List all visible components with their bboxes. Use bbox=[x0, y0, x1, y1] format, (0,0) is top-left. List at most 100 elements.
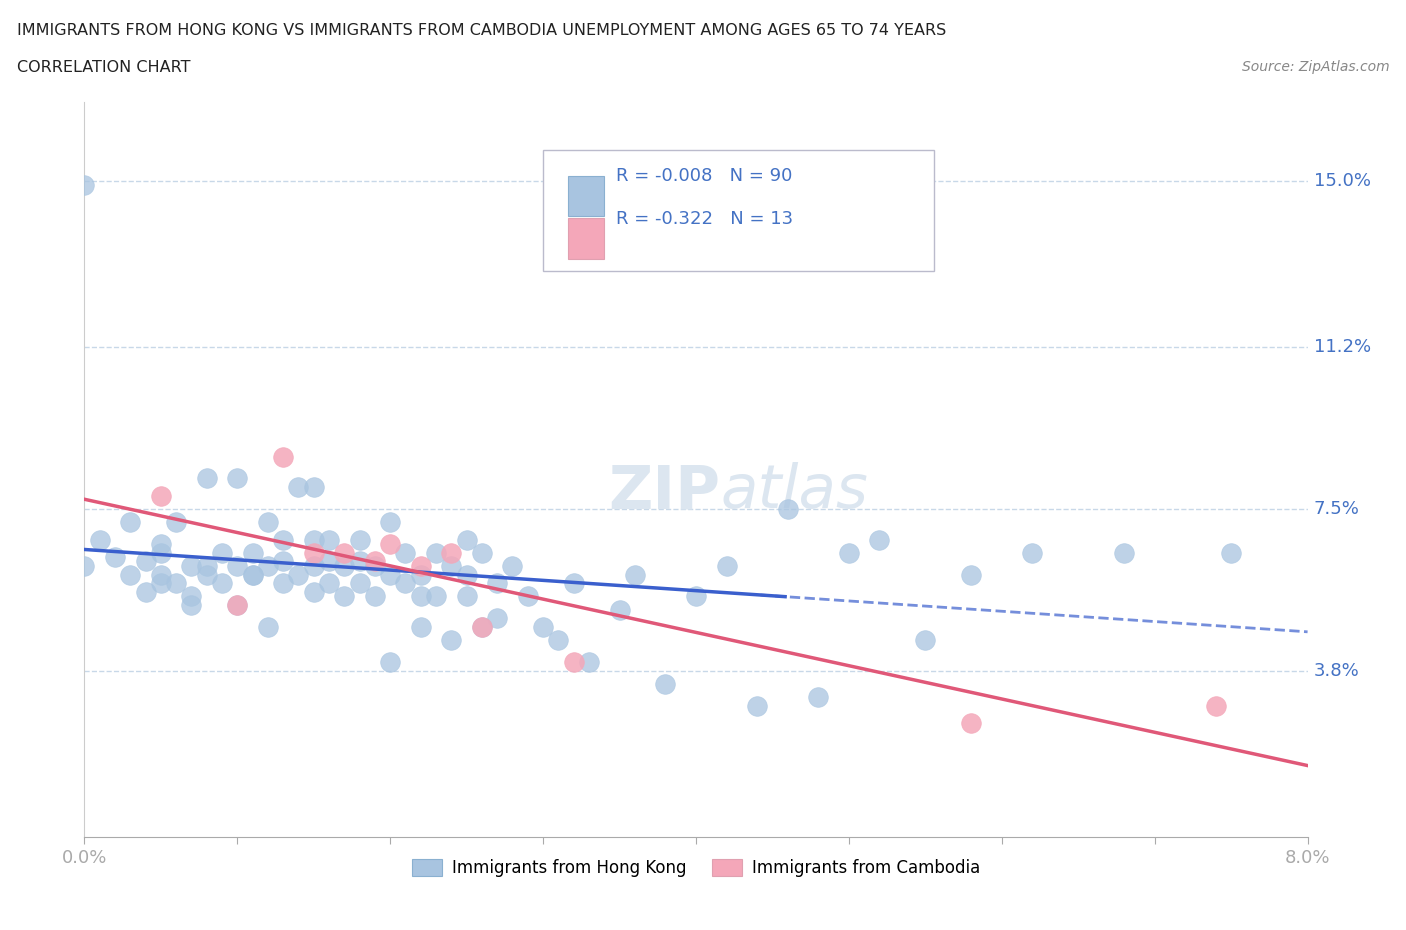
Point bbox=[135, 554, 157, 569]
Point bbox=[271, 576, 294, 591]
Point bbox=[380, 537, 402, 551]
Point bbox=[425, 545, 447, 560]
Point bbox=[120, 514, 142, 529]
Point bbox=[380, 655, 402, 670]
Point bbox=[149, 567, 172, 582]
Point bbox=[318, 532, 340, 547]
Point bbox=[349, 532, 371, 547]
Point bbox=[380, 514, 402, 529]
Point bbox=[242, 567, 264, 582]
Point bbox=[302, 558, 325, 573]
Point bbox=[211, 545, 233, 560]
Point bbox=[471, 619, 494, 634]
Point bbox=[302, 532, 325, 547]
Point bbox=[609, 602, 631, 617]
Point bbox=[502, 558, 524, 573]
Point bbox=[180, 589, 202, 604]
Point bbox=[578, 655, 600, 670]
Text: IMMIGRANTS FROM HONG KONG VS IMMIGRANTS FROM CAMBODIA UNEMPLOYMENT AMONG AGES 65: IMMIGRANTS FROM HONG KONG VS IMMIGRANTS … bbox=[17, 23, 946, 38]
Point bbox=[1021, 545, 1043, 560]
Point bbox=[226, 598, 249, 613]
Point bbox=[302, 585, 325, 600]
Text: 7.5%: 7.5% bbox=[1313, 500, 1360, 518]
Bar bbox=[568, 219, 605, 259]
Legend: Immigrants from Hong Kong, Immigrants from Cambodia: Immigrants from Hong Kong, Immigrants fr… bbox=[405, 852, 987, 883]
Point bbox=[195, 471, 218, 485]
Point bbox=[409, 619, 432, 634]
Point bbox=[302, 545, 325, 560]
Text: CORRELATION CHART: CORRELATION CHART bbox=[17, 60, 190, 75]
Point bbox=[180, 598, 202, 613]
Point bbox=[73, 178, 96, 193]
Text: R = -0.322   N = 13: R = -0.322 N = 13 bbox=[616, 210, 793, 229]
Point bbox=[562, 655, 585, 670]
Point bbox=[149, 576, 172, 591]
Text: 15.0%: 15.0% bbox=[1313, 172, 1371, 190]
Point bbox=[318, 554, 340, 569]
Point bbox=[333, 545, 356, 560]
Point bbox=[257, 558, 280, 573]
Point bbox=[257, 619, 280, 634]
Point bbox=[486, 611, 509, 626]
Point bbox=[149, 488, 172, 503]
Point bbox=[242, 567, 264, 582]
Point bbox=[120, 567, 142, 582]
Point bbox=[165, 514, 187, 529]
Point bbox=[516, 589, 538, 604]
Point bbox=[486, 576, 509, 591]
Point bbox=[456, 532, 478, 547]
Point bbox=[409, 589, 432, 604]
Point bbox=[226, 558, 249, 573]
Point bbox=[456, 567, 478, 582]
Text: 11.2%: 11.2% bbox=[1313, 339, 1371, 356]
Text: atlas: atlas bbox=[720, 462, 869, 521]
Point bbox=[547, 632, 569, 647]
Point bbox=[1205, 698, 1227, 713]
Point bbox=[425, 589, 447, 604]
Point bbox=[226, 598, 249, 613]
Point bbox=[271, 532, 294, 547]
Point bbox=[149, 537, 172, 551]
Point bbox=[654, 676, 676, 691]
Point bbox=[242, 545, 264, 560]
Point bbox=[333, 558, 356, 573]
Point bbox=[104, 550, 127, 565]
Point bbox=[716, 558, 738, 573]
Point bbox=[287, 567, 309, 582]
Point bbox=[380, 567, 402, 582]
Point bbox=[73, 558, 96, 573]
Text: 3.8%: 3.8% bbox=[1313, 662, 1360, 680]
Point bbox=[1220, 545, 1243, 560]
Point bbox=[807, 690, 830, 705]
Bar bbox=[568, 176, 605, 216]
Point bbox=[914, 632, 936, 647]
Point bbox=[364, 554, 387, 569]
Text: Source: ZipAtlas.com: Source: ZipAtlas.com bbox=[1241, 60, 1389, 74]
Point bbox=[394, 576, 416, 591]
Point bbox=[869, 532, 891, 547]
Point bbox=[195, 567, 218, 582]
Point bbox=[211, 576, 233, 591]
Point bbox=[409, 558, 432, 573]
Point bbox=[440, 632, 463, 647]
Point bbox=[149, 545, 172, 560]
Point bbox=[165, 576, 187, 591]
Point bbox=[624, 567, 647, 582]
Point bbox=[838, 545, 860, 560]
Point bbox=[135, 585, 157, 600]
Text: ZIP: ZIP bbox=[609, 462, 720, 521]
Point bbox=[776, 501, 799, 516]
Point bbox=[226, 471, 249, 485]
Point bbox=[409, 567, 432, 582]
Point bbox=[394, 545, 416, 560]
FancyBboxPatch shape bbox=[543, 150, 935, 272]
Point bbox=[180, 558, 202, 573]
Point bbox=[456, 589, 478, 604]
Point bbox=[471, 545, 494, 560]
Point bbox=[89, 532, 111, 547]
Point bbox=[302, 480, 325, 495]
Point bbox=[364, 589, 387, 604]
Text: R = -0.008   N = 90: R = -0.008 N = 90 bbox=[616, 167, 793, 185]
Point bbox=[471, 619, 494, 634]
Point bbox=[257, 514, 280, 529]
